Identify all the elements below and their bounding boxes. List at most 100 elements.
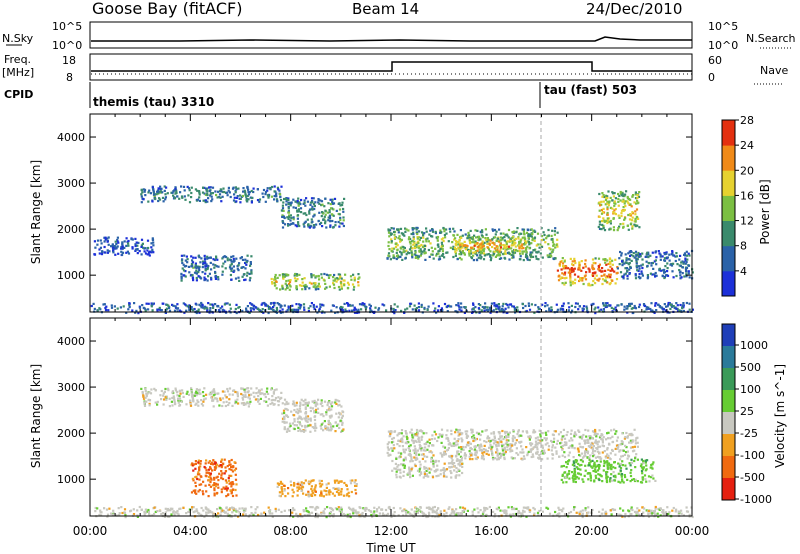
range-cell xyxy=(310,479,313,482)
range-cell xyxy=(547,445,551,448)
range-cell xyxy=(293,424,296,427)
range-cell xyxy=(535,244,538,247)
range-cell xyxy=(303,225,306,228)
range-cell xyxy=(317,411,320,414)
range-cell xyxy=(522,259,525,262)
range-cell xyxy=(197,459,200,462)
range-cell xyxy=(308,287,311,290)
range-cell xyxy=(219,398,222,402)
range-cell xyxy=(194,460,197,463)
range-cell xyxy=(586,456,589,459)
range-cell xyxy=(296,420,300,423)
range-cell xyxy=(213,266,216,269)
range-cell xyxy=(199,304,202,307)
range-cell xyxy=(550,251,553,254)
range-cell xyxy=(542,231,545,234)
range-cell xyxy=(438,249,441,252)
range-cell xyxy=(413,445,416,448)
range-cell xyxy=(144,396,147,399)
range-cell xyxy=(226,257,229,260)
range-cell xyxy=(327,429,331,432)
range-cell xyxy=(320,401,323,404)
range-cell xyxy=(388,430,391,434)
range-cell xyxy=(653,273,656,276)
range-cell xyxy=(480,250,483,253)
range-cell xyxy=(218,472,221,475)
range-cell xyxy=(330,408,333,411)
range-cell xyxy=(274,273,277,277)
range-cell xyxy=(555,450,558,453)
range-cell xyxy=(140,189,143,192)
range-cell xyxy=(584,428,587,432)
range-cell xyxy=(400,309,403,312)
range-cell xyxy=(423,252,426,255)
range-cell xyxy=(99,239,102,242)
range-cell xyxy=(489,306,492,309)
range-cell xyxy=(586,452,589,455)
range-cell xyxy=(582,266,585,269)
range-cell xyxy=(184,198,187,201)
range-cell xyxy=(389,432,392,435)
range-cell xyxy=(483,309,486,312)
range-cell xyxy=(609,269,612,272)
range-cell xyxy=(303,201,306,204)
range-cell xyxy=(674,259,677,263)
range-cell xyxy=(503,244,506,247)
range-cell xyxy=(598,309,601,312)
range-cell xyxy=(578,453,581,457)
range-cell xyxy=(305,415,308,418)
range-cell xyxy=(606,467,609,470)
range-cell xyxy=(297,410,301,413)
range-cell xyxy=(140,201,143,204)
range-cell xyxy=(219,464,222,467)
range-cell xyxy=(165,395,168,398)
range-cell xyxy=(527,450,530,453)
range-cell xyxy=(626,269,629,272)
range-cell xyxy=(156,400,159,403)
range-cell xyxy=(655,274,658,277)
range-cell xyxy=(533,230,536,233)
range-cell xyxy=(637,255,640,258)
range-cell xyxy=(543,233,546,237)
range-cell xyxy=(181,196,184,199)
range-cell xyxy=(111,244,114,247)
range-cell xyxy=(600,437,603,440)
range-cell xyxy=(295,279,298,282)
range-cell xyxy=(204,268,207,271)
range-cell xyxy=(285,203,288,206)
range-cell xyxy=(447,240,450,243)
range-cell xyxy=(537,456,540,459)
range-cell xyxy=(568,477,571,480)
range-cell xyxy=(435,252,439,255)
range-cell xyxy=(608,463,611,467)
range-cell xyxy=(296,214,300,217)
range-cell xyxy=(424,251,427,254)
range-cell xyxy=(654,304,657,307)
range-cell xyxy=(445,437,448,440)
range-cell xyxy=(641,478,644,481)
range-cell xyxy=(313,399,316,402)
range-cell xyxy=(573,447,576,450)
range-cell xyxy=(233,389,236,392)
range-cell xyxy=(205,471,208,474)
range-cell xyxy=(335,306,338,309)
range-cell xyxy=(657,250,660,253)
range-cell xyxy=(339,307,342,310)
range-cell xyxy=(675,252,678,255)
range-cell xyxy=(440,441,443,444)
range-cell xyxy=(647,256,650,259)
range-cell xyxy=(293,484,296,487)
range-cell xyxy=(293,309,296,312)
range-cell xyxy=(304,283,307,287)
range-cell xyxy=(432,454,435,457)
range-cell xyxy=(222,462,225,465)
range-cell xyxy=(264,393,267,396)
range-cell xyxy=(327,427,330,430)
range-cell xyxy=(334,311,337,314)
range-cell xyxy=(503,246,506,249)
range-cell xyxy=(497,252,500,255)
range-cell xyxy=(502,453,505,456)
range-cell xyxy=(433,437,436,440)
range-cell xyxy=(313,411,316,414)
range-cell xyxy=(298,284,302,287)
